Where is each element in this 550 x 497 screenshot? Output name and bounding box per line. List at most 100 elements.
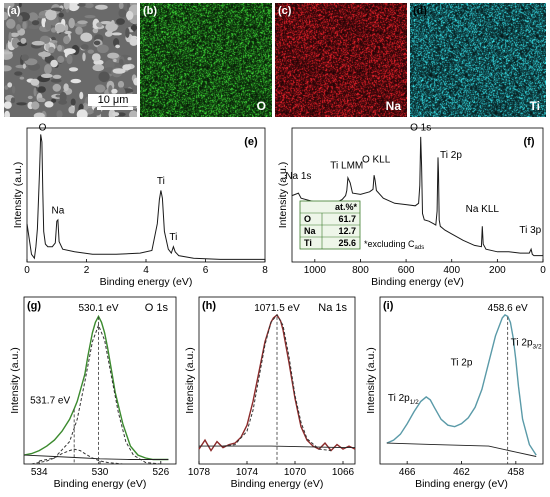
x-tick-label: 4 [143,265,149,276]
x-tick-label: 200 [489,265,506,276]
sem-particle [30,78,40,86]
sem-particle [80,32,93,42]
sem-particle [27,12,39,22]
sem-particle [14,71,23,76]
sem-particle [22,21,27,30]
annotation-f-0: Na 1s [285,171,311,182]
series-line [26,134,265,260]
eds-map-sodium-pixels [275,3,407,117]
sem-particle [57,55,65,64]
x-tick-label: 400 [443,265,460,276]
x-tick-label: 0 [540,265,546,276]
sem-particle [17,15,23,23]
sem-particle [68,67,79,72]
sem-particle [94,84,106,93]
sem-particle [50,59,58,68]
sem-particle [4,65,12,72]
sem-particle [37,15,46,19]
table-cell-element: Na [304,226,316,236]
sem-particle [10,97,16,104]
plot-frame [23,296,177,465]
annotation-h-0: 1071.5 eV [254,303,300,314]
sem-particle [119,59,124,66]
sem-particle [16,24,21,31]
sem-particle [80,44,89,50]
sem-particle [64,24,69,32]
eds-map-oxygen-pixels [140,3,272,117]
element-label-na: Na [385,99,401,113]
sem-particle [54,23,66,33]
x-axis-label: Binding energy (eV) [371,276,464,288]
sem-particle [126,10,134,20]
annotation-e-2: Ti [157,176,165,187]
x-tick-label: 466 [399,467,416,478]
sem-particle [63,48,76,55]
table-cell-element: O [304,214,311,224]
sem-particle [16,102,27,106]
sem-particle [127,57,132,61]
annotation-e-3: Ti [169,232,177,243]
eds-map-oxygen: (b) O [140,3,272,117]
series-line [386,442,537,457]
sem-particle [63,35,70,45]
sem-particle [96,22,103,28]
sem-particle [56,110,63,117]
sem-particle [68,106,75,114]
sem-particle [115,44,120,49]
sem-micrograph [4,3,137,117]
sem-particle [63,3,70,10]
x-tick-label: 0 [24,265,30,276]
x-axis-label: Binding energy (eV) [54,478,147,490]
sem-particle [118,8,127,18]
sem-particle [37,86,46,93]
annotation-f-1: Ti LMM [330,161,363,172]
sem-particle [4,3,15,9]
sem-particle [84,15,96,19]
sem-particle [75,26,83,35]
sem-particle [37,97,46,103]
element-label-ti: Ti [529,99,540,113]
sem-particle [22,63,26,69]
panel-label-a: (a) [7,5,21,17]
sem-particle [129,110,137,117]
series-line [23,314,169,461]
annotation-f-6: Ti 3p [519,225,541,236]
sem-particle [10,32,20,37]
sem-particle [70,78,82,84]
table-cell-value: 25.6 [338,238,356,248]
sem-particle [116,18,125,25]
sem-particle [33,87,37,97]
sem-particle [79,91,84,100]
sem-particle [63,83,69,91]
sem-particle [38,51,51,58]
panel-title-g: O 1s [145,302,169,314]
annotation-i-0: 458.6 eV [488,303,528,314]
chart-g [23,296,177,465]
series-line [31,448,123,465]
x-axis-label: Binding energy (eV) [415,478,508,490]
eds-map-titanium: (d) Ti [410,3,546,117]
y-axis-label: Intensity (a.u.) [12,162,24,229]
plot-frame [26,127,266,263]
sem-particle [21,54,29,61]
sem-particle [44,64,52,75]
table-header: at.%* [335,202,358,212]
y-axis-label: Intensity (a.u.) [365,347,377,414]
sem-image-panel: (a) 10 μm [4,3,137,117]
table-cell-value: 61.7 [338,214,356,224]
annotation-i-3: Ti 2p3/2 [511,337,542,350]
sem-particle [107,52,119,59]
panel-title-h: Na 1s [318,302,347,314]
sem-particle [50,7,63,11]
sem-particle [7,82,13,88]
sem-particle [58,99,68,105]
x-tick-label: 600 [398,265,415,276]
sem-particle [45,9,57,21]
y-axis-label: Intensity (a.u.) [277,162,289,229]
sem-particle [110,20,115,27]
x-tick-label: 526 [152,467,169,478]
sem-particle [20,37,27,44]
sem-particle [111,88,118,94]
chart-e [26,127,266,263]
sem-particle [28,24,40,30]
